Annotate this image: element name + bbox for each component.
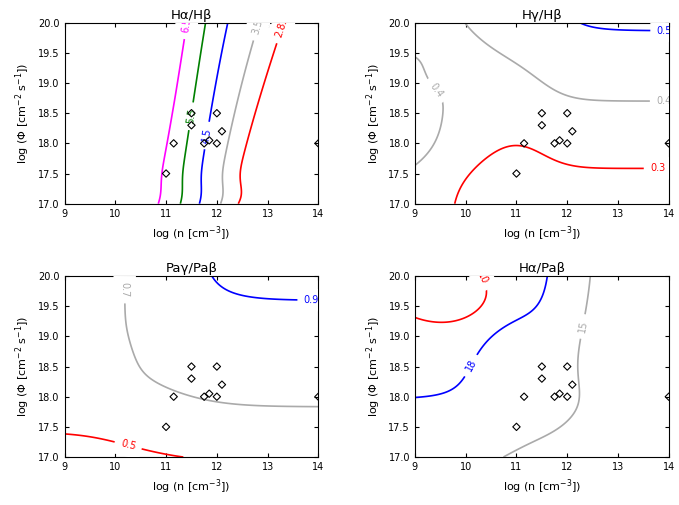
Point	[567, 381, 578, 389]
Point	[161, 423, 172, 431]
X-axis label: log (n [cm$^{-3}$]): log (n [cm$^{-3}$])	[502, 477, 581, 496]
Text: 6.5: 6.5	[181, 17, 193, 34]
X-axis label: log (n [cm$^{-3}$]): log (n [cm$^{-3}$])	[152, 224, 231, 243]
Point	[217, 381, 227, 389]
Point	[663, 139, 674, 147]
Point	[562, 109, 572, 117]
Point	[554, 136, 565, 144]
Point	[519, 139, 530, 147]
Y-axis label: log ($\Phi$ [cm$^{-2}$ s$^{-1}$]): log ($\Phi$ [cm$^{-2}$ s$^{-1}$])	[364, 63, 383, 164]
Text: 0.4: 0.4	[656, 96, 672, 106]
X-axis label: log (n [cm$^{-3}$]): log (n [cm$^{-3}$])	[502, 224, 581, 243]
Point	[211, 109, 222, 117]
Text: 15: 15	[576, 320, 589, 333]
Text: 0.4: 0.4	[427, 81, 444, 99]
Text: 0.7: 0.7	[120, 282, 130, 297]
Point	[211, 139, 222, 147]
Point	[562, 139, 572, 147]
Text: 0.9: 0.9	[304, 295, 319, 305]
Point	[204, 136, 215, 144]
Text: 5.5: 5.5	[185, 108, 197, 125]
Point	[168, 393, 179, 401]
Point	[511, 170, 522, 178]
Text: 3.5: 3.5	[251, 18, 264, 36]
Y-axis label: log ($\Phi$ [cm$^{-2}$ s$^{-1}$]): log ($\Phi$ [cm$^{-2}$ s$^{-1}$])	[14, 63, 33, 164]
X-axis label: log (n [cm$^{-3}$]): log (n [cm$^{-3}$])	[152, 477, 231, 496]
Y-axis label: log ($\Phi$ [cm$^{-2}$ s$^{-1}$]): log ($\Phi$ [cm$^{-2}$ s$^{-1}$])	[364, 316, 383, 417]
Title: Hα/Hβ: Hα/Hβ	[170, 9, 213, 22]
Point	[313, 139, 324, 147]
Point	[511, 423, 522, 431]
Point	[663, 393, 674, 401]
Point	[161, 170, 172, 178]
Text: 0.5: 0.5	[120, 439, 137, 452]
Text: 2.85: 2.85	[274, 15, 290, 39]
Point	[186, 363, 197, 371]
Title: Hγ/Hβ: Hγ/Hβ	[521, 9, 562, 22]
Text: 10: 10	[475, 271, 490, 286]
Point	[199, 139, 210, 147]
Point	[199, 393, 210, 401]
Point	[204, 390, 215, 398]
Point	[536, 121, 547, 129]
Point	[554, 390, 565, 398]
Title: Paγ/Paβ: Paγ/Paβ	[166, 262, 217, 275]
Point	[186, 121, 197, 129]
Point	[549, 393, 560, 401]
Point	[562, 393, 572, 401]
Point	[168, 139, 179, 147]
Point	[536, 363, 547, 371]
Point	[313, 393, 324, 401]
Title: Hα/Paβ: Hα/Paβ	[518, 262, 566, 275]
Text: 0.3: 0.3	[650, 164, 665, 173]
Point	[186, 375, 197, 383]
Point	[217, 127, 227, 135]
Point	[519, 393, 530, 401]
Y-axis label: log ($\Phi$ [cm$^{-2}$ s$^{-1}$]): log ($\Phi$ [cm$^{-2}$ s$^{-1}$])	[14, 316, 33, 417]
Point	[211, 363, 222, 371]
Point	[562, 363, 572, 371]
Point	[567, 127, 578, 135]
Point	[186, 109, 197, 117]
Text: 0.5: 0.5	[657, 26, 672, 36]
Text: 4.5: 4.5	[201, 127, 213, 144]
Point	[536, 375, 547, 383]
Text: 18: 18	[464, 358, 478, 373]
Point	[536, 109, 547, 117]
Point	[549, 139, 560, 147]
Point	[211, 393, 222, 401]
